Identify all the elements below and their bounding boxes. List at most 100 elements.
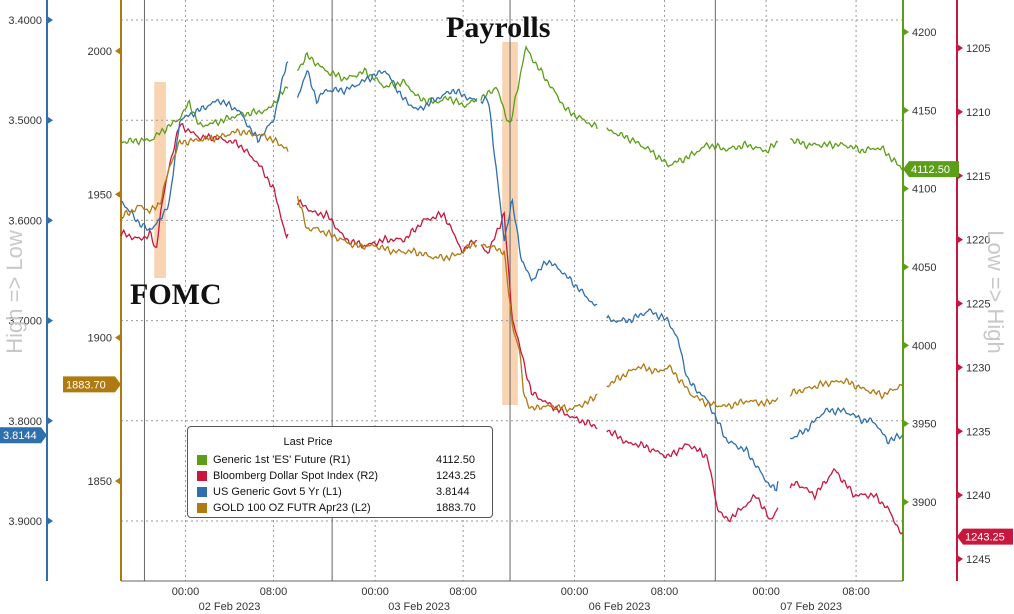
y-tick-label: 1220 bbox=[966, 235, 990, 247]
tick-mark bbox=[47, 16, 53, 24]
y-tick-label: 1900 bbox=[88, 333, 112, 345]
y-tick-label: 3.7000 bbox=[8, 316, 42, 328]
y-tick-label: 4200 bbox=[912, 27, 936, 39]
legend: Last Price Generic 1st 'ES' Future (R1) … bbox=[187, 426, 493, 518]
last-value-tag-gold bbox=[63, 376, 121, 393]
legend-item: US Generic Govt 5 Yr (L1) 3.8144 bbox=[197, 485, 496, 499]
series-line-yield bbox=[120, 61, 903, 492]
series-line-es bbox=[120, 44, 903, 171]
y-tick-label: 1235 bbox=[966, 426, 990, 438]
legend-swatch bbox=[197, 503, 207, 513]
last-value-text-es: 4112.50 bbox=[911, 164, 950, 176]
series-lines bbox=[120, 44, 903, 535]
last-value-text-yield: 3.8144 bbox=[3, 430, 37, 442]
tick-mark bbox=[115, 190, 121, 199]
last-value-text-dxy: 1243.25 bbox=[965, 532, 1005, 544]
legend-value: 1243.25 bbox=[436, 470, 476, 482]
series-line-dxy bbox=[120, 122, 903, 535]
tick-mark bbox=[957, 491, 963, 500]
y-tick-label: 1950 bbox=[88, 189, 112, 201]
tick-mark bbox=[47, 517, 53, 525]
y-tick-label: 4050 bbox=[912, 262, 936, 274]
y-tick-label: 1245 bbox=[966, 554, 990, 566]
legend-item: Bloomberg Dollar Spot Index (R2) 1243.25 bbox=[197, 469, 496, 483]
highlight-band bbox=[154, 82, 166, 278]
tick-mark bbox=[957, 363, 963, 372]
last-value-tag-es bbox=[903, 161, 959, 178]
y-tick-label: 4000 bbox=[912, 340, 936, 352]
tick-mark bbox=[903, 498, 909, 506]
tick-mark bbox=[957, 299, 963, 308]
legend-swatch bbox=[197, 487, 207, 497]
tick-mark bbox=[903, 341, 909, 350]
x-day-label: 03 Feb 2023 bbox=[388, 601, 450, 613]
y-tick-label: 3.6000 bbox=[8, 215, 42, 227]
x-tick-label: 00:00 bbox=[172, 586, 200, 598]
y-tick-label: 1240 bbox=[966, 490, 990, 502]
y-tick-label: 1230 bbox=[966, 362, 990, 374]
legend-item: GOLD 100 OZ FUTR Apr23 (L2) 1883.70 bbox=[197, 501, 496, 515]
tick-mark bbox=[903, 419, 909, 428]
x-tick-label: 00:00 bbox=[361, 586, 389, 598]
y-tick-label: 3.4000 bbox=[8, 15, 42, 27]
x-day-label: 02 Feb 2023 bbox=[199, 601, 261, 613]
y-tick-label: 1225 bbox=[966, 299, 990, 311]
tick-mark bbox=[957, 427, 963, 436]
y-tick-label: 4100 bbox=[912, 184, 936, 196]
x-tick-label: 08:00 bbox=[842, 586, 870, 598]
x-tick-label: 00:00 bbox=[752, 586, 780, 598]
tick-mark bbox=[957, 235, 963, 244]
axis-text: 3.4000 3.5000 3.6000 3.7000 3.8000 3.9000 2000… bbox=[8, 15, 990, 613]
x-tick-label: 08:00 bbox=[651, 586, 679, 598]
tick-mark bbox=[957, 555, 963, 563]
y-tick-label: 1850 bbox=[88, 476, 112, 488]
legend-swatch bbox=[197, 471, 207, 481]
tick-mark bbox=[903, 106, 909, 115]
last-value-tags: 4112.50 1243.25 1883.70 3.8144 bbox=[0, 161, 1013, 545]
legend-header: Last Price bbox=[283, 436, 333, 448]
legend-value: 3.8144 bbox=[436, 486, 470, 498]
x-tick-label: 08:00 bbox=[260, 586, 288, 598]
y-tick-label: 3.8000 bbox=[8, 416, 42, 428]
last-value-tag-dxy bbox=[957, 528, 1013, 545]
tick-mark bbox=[115, 333, 121, 342]
right-axis-title: Low => High bbox=[983, 230, 1008, 354]
tick-mark bbox=[903, 184, 909, 193]
tick-mark bbox=[903, 263, 909, 271]
legend-value: 4112.50 bbox=[436, 454, 475, 466]
axes bbox=[46, 0, 963, 582]
x-tick-label: 00:00 bbox=[561, 586, 589, 598]
tick-mark bbox=[903, 28, 909, 36]
y-tick-label: 3.9000 bbox=[8, 516, 42, 528]
legend-label: Bloomberg Dollar Spot Index (R2) bbox=[213, 470, 379, 482]
legend-label: GOLD 100 OZ FUTR Apr23 (L2) bbox=[213, 502, 371, 514]
annotation-payrolls: Payrolls bbox=[446, 11, 550, 44]
tick-mark bbox=[115, 47, 121, 55]
legend-item: Generic 1st 'ES' Future (R1) 4112.50 bbox=[197, 453, 496, 467]
last-value-text-gold: 1883.70 bbox=[66, 379, 106, 391]
y-tick-label: 2000 bbox=[88, 46, 112, 58]
tick-mark bbox=[115, 477, 121, 485]
x-day-label: 07 Feb 2023 bbox=[780, 601, 842, 613]
tick-mark bbox=[47, 216, 53, 225]
x-day-label: 06 Feb 2023 bbox=[589, 601, 651, 613]
left-axis-title: High => Low bbox=[2, 230, 27, 354]
legend-label: Generic 1st 'ES' Future (R1) bbox=[213, 454, 351, 466]
legend-label: US Generic Govt 5 Yr (L1) bbox=[213, 486, 342, 498]
tick-mark bbox=[47, 116, 53, 125]
y-tick-label: 3900 bbox=[912, 497, 936, 509]
legend-swatch bbox=[197, 455, 207, 465]
x-tick-label: 08:00 bbox=[449, 586, 477, 598]
y-tick-label: 1215 bbox=[966, 171, 990, 183]
tick-mark bbox=[47, 416, 53, 425]
y-tick-label: 3950 bbox=[912, 419, 936, 431]
tick-mark bbox=[47, 316, 53, 325]
tick-mark bbox=[957, 107, 963, 116]
y-tick-label: 1205 bbox=[966, 43, 990, 55]
annotation-fomc: FOMC bbox=[130, 278, 222, 311]
legend-value: 1883.70 bbox=[436, 502, 476, 514]
y-tick-label: 4150 bbox=[912, 105, 936, 117]
tick-mark bbox=[957, 44, 963, 52]
y-tick-label: 1210 bbox=[966, 107, 990, 119]
